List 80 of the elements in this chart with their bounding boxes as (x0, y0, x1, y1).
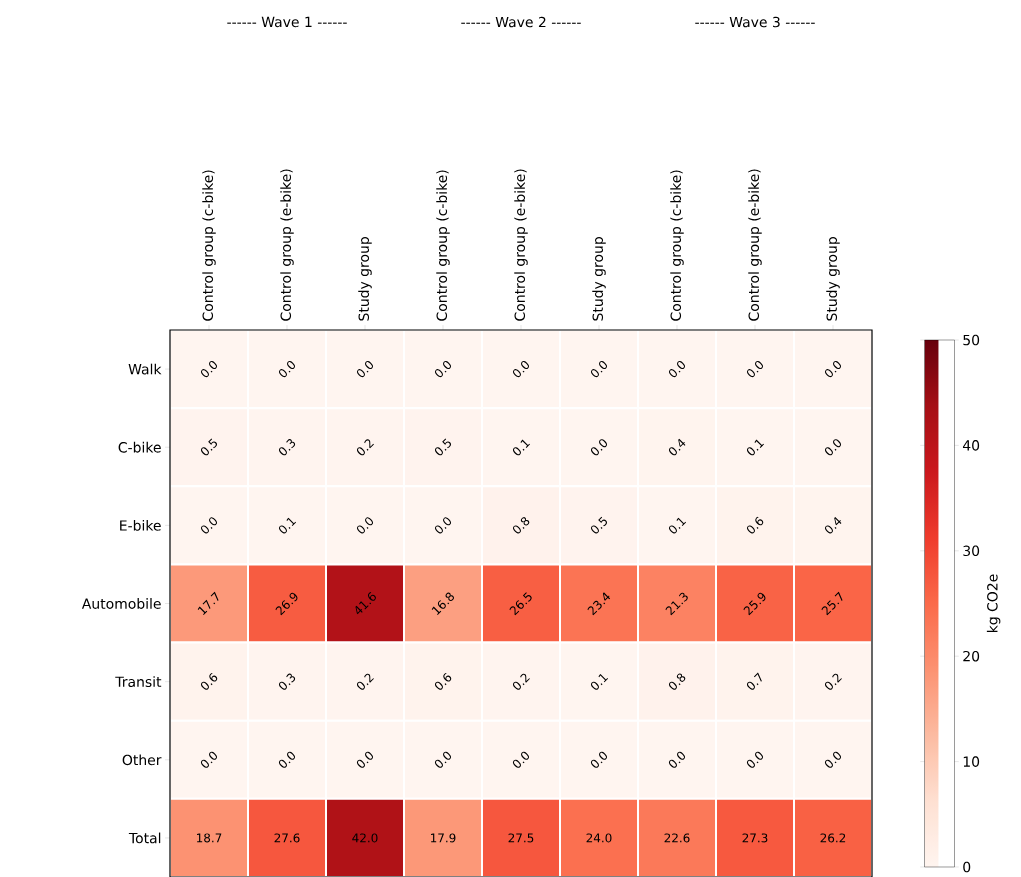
data-label: 27.3 (742, 833, 768, 843)
color-bar-label: 40 (962, 440, 980, 451)
x-tick-label: Study group (826, 237, 840, 321)
x-tick-label: Control group (e-bike) (748, 169, 762, 321)
data-label: 27.5 (508, 833, 534, 843)
data-label: 0.0 (200, 361, 218, 378)
data-label: 0.0 (824, 439, 842, 456)
data-label: 0.2 (824, 673, 842, 690)
data-label: 27.6 (274, 833, 300, 843)
data-label: 0.2 (356, 439, 374, 456)
data-label: 0.0 (746, 751, 764, 768)
data-label: 0.0 (356, 361, 374, 378)
data-label: 0.1 (590, 673, 609, 690)
data-label: 0.0 (824, 751, 842, 768)
data-label: 0.2 (512, 673, 530, 690)
data-label: 0.0 (668, 361, 686, 378)
y-tick-label: C-bike (118, 441, 161, 453)
data-label: 0.1 (512, 439, 531, 456)
y-tick-label: Other (122, 754, 162, 766)
data-label: 17.9 (431, 833, 456, 843)
data-label: 0.0 (512, 751, 530, 768)
data-label: 24.0 (586, 833, 612, 843)
text: ------ Wave 3 ------ (695, 16, 815, 28)
data-label: 0.4 (824, 516, 842, 534)
data-label: 0.2 (356, 673, 374, 690)
data-label: 42.0 (352, 833, 378, 843)
x-tick-label: Control group (c-bike) (202, 170, 216, 321)
data-label: 0.8 (668, 673, 686, 690)
data-label: 0.1 (746, 439, 765, 456)
y-tick-label: Automobile (81, 598, 161, 609)
text: ------ Wave 2 ------ (461, 16, 581, 28)
data-label: 0.0 (356, 517, 374, 534)
color-bar-label: 50 (963, 334, 980, 346)
data-label: 0.1 (278, 517, 297, 534)
data-label: 0.0 (590, 361, 608, 378)
text: ------ Wave 1 ------ (227, 16, 347, 28)
data-label: 18.7 (197, 833, 222, 843)
data-label: 0.6 (434, 672, 452, 690)
data-label: 0.0 (434, 361, 452, 378)
y-tick-label: Walk (128, 363, 162, 375)
data-label: 0.5 (434, 438, 452, 456)
x-tick-label: Control group (e-bike) (280, 169, 294, 321)
data-label: 0.0 (356, 751, 374, 768)
data-label: 0.0 (590, 751, 608, 768)
x-tick-label: Control group (e-bike) (514, 169, 528, 321)
data-label: 0.0 (200, 517, 218, 534)
data-label: 0.0 (434, 517, 452, 534)
y-tick-label: Transit (115, 676, 162, 688)
data-label: 0.3 (278, 439, 296, 456)
x-tick-label: Study group (592, 237, 606, 321)
data-label: 0.4 (668, 438, 686, 456)
color-bar-label: 0 (963, 861, 971, 873)
data-label: 0.0 (746, 361, 764, 378)
data-label: 26.2 (820, 833, 846, 843)
color-bar-label: 10 (963, 756, 980, 767)
data-label: 0.0 (200, 751, 218, 768)
x-tick-label: Control group (c-bike) (436, 170, 450, 321)
data-label: 0.8 (512, 517, 530, 534)
data-label: 0.0 (824, 361, 842, 378)
x-tick-label: Control group (c-bike) (670, 170, 684, 321)
data-label: 0.0 (278, 361, 296, 378)
data-label: 0.5 (200, 438, 218, 456)
color-bar-label: 20 (963, 650, 980, 662)
data-label: 0.6 (200, 672, 218, 690)
data-label: 0.0 (668, 751, 686, 768)
data-label: 22.6 (664, 833, 690, 843)
data-label: 0.1 (668, 517, 687, 534)
data-label: 0.3 (278, 673, 296, 690)
y-tick-label: E-bike (120, 519, 161, 531)
x-tick-label: Study group (358, 237, 372, 321)
data-label: 0.0 (512, 361, 530, 378)
data-label: 0.0 (278, 751, 296, 768)
data-label: 0.7 (746, 672, 762, 690)
color-bar-label: 30 (963, 545, 980, 557)
data-label: 0.5 (590, 516, 608, 534)
data-label: 0.6 (746, 516, 764, 534)
y-tick-label: Total (128, 832, 161, 844)
color-bar-title: kg CO2e (986, 574, 1001, 632)
data-label: 0.0 (590, 439, 608, 456)
data-label: 0.0 (434, 751, 452, 768)
